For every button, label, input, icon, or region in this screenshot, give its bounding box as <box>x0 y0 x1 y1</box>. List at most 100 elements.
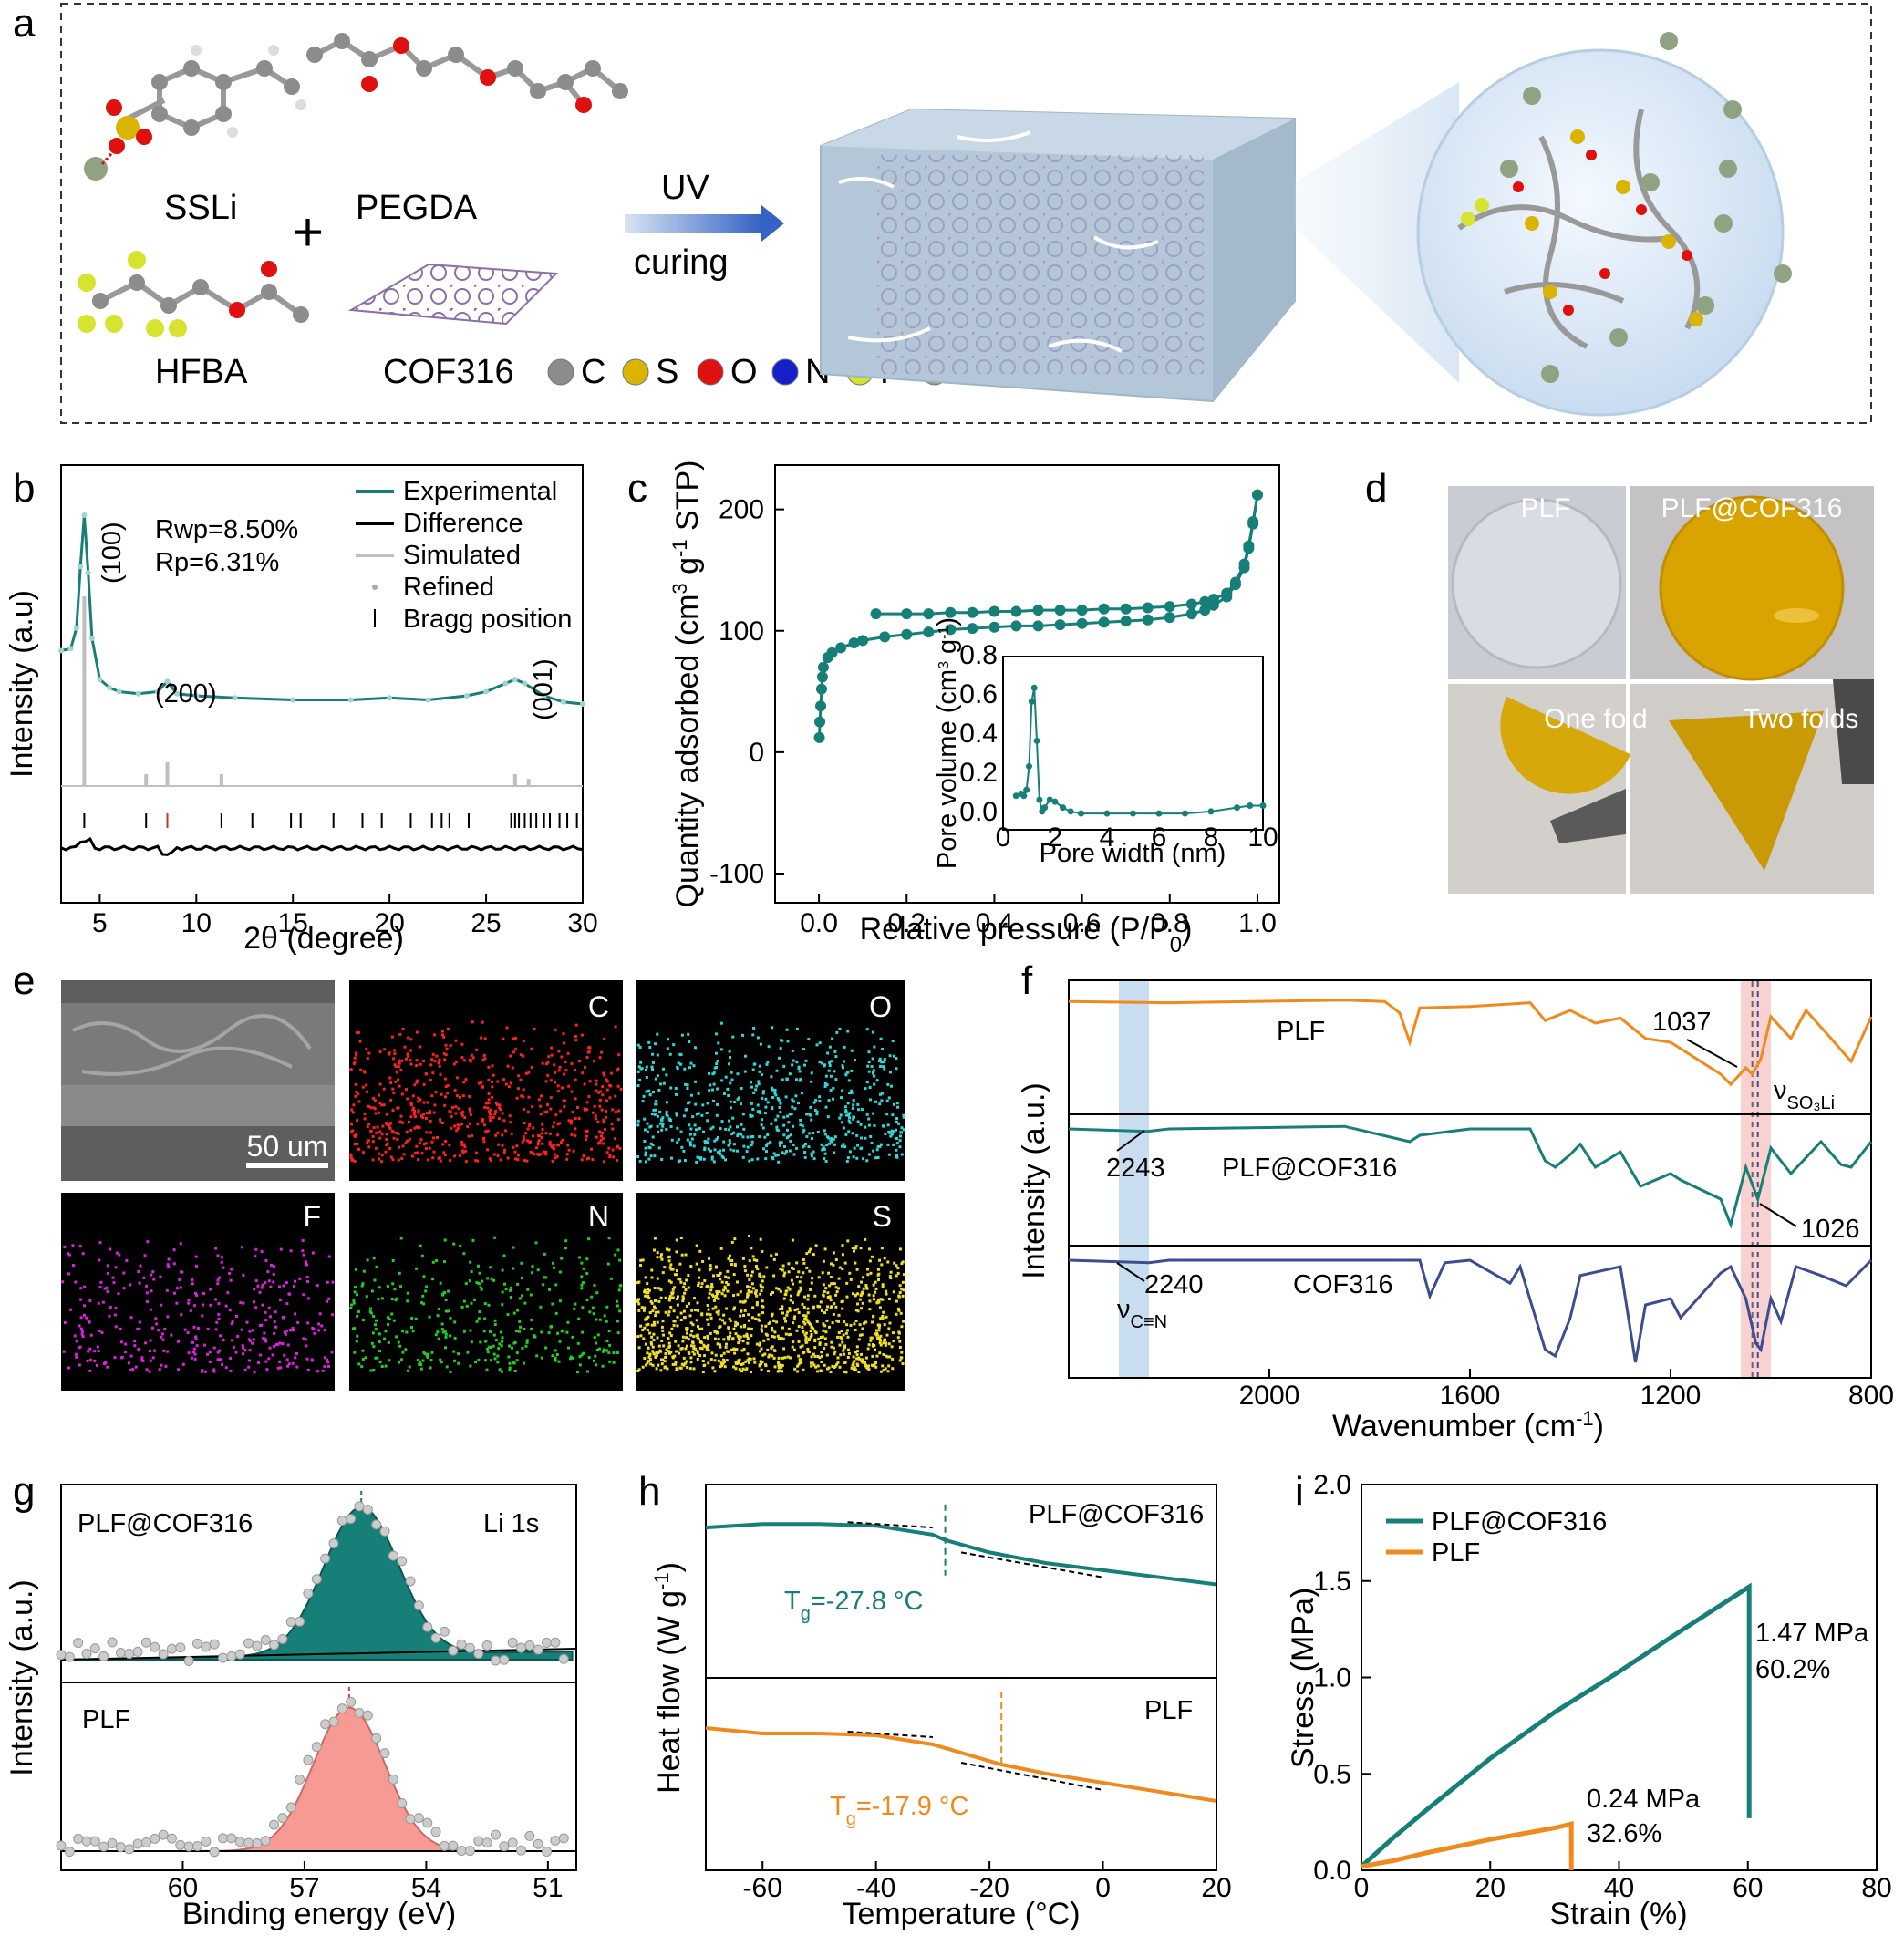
map-f-dot <box>83 1304 87 1308</box>
stress-ann-1-strain: 60.2% <box>1755 1655 1830 1684</box>
map-s-dot <box>685 1329 688 1332</box>
map-n-dot <box>375 1265 378 1268</box>
stress-legend-plf-cof316: PLF@COF316 <box>1432 1507 1607 1537</box>
map-f-dot <box>206 1352 209 1356</box>
map-o-dot <box>719 1021 723 1025</box>
map-n-dot <box>477 1358 481 1361</box>
map-o-dot <box>810 1152 813 1155</box>
map-c-dot <box>567 1084 571 1088</box>
map-c-dot <box>378 1102 382 1105</box>
map-s-dot <box>875 1333 879 1337</box>
map-n-dot <box>361 1349 365 1352</box>
map-n-dot <box>515 1351 519 1355</box>
map-s-dot <box>838 1343 842 1347</box>
map-s-dot <box>652 1351 656 1355</box>
map-s-dot <box>867 1293 871 1297</box>
map-n-dot <box>574 1302 577 1306</box>
map-s-dot <box>824 1342 828 1346</box>
map-s-dot <box>669 1305 673 1309</box>
map-f-dot <box>100 1330 104 1334</box>
panel-h-letter: h <box>638 1469 660 1514</box>
map-s-dot <box>719 1271 722 1275</box>
map-s-dot <box>847 1348 850 1351</box>
map-s-dot <box>833 1365 837 1368</box>
map-c-dot <box>544 1153 548 1156</box>
map-n-dot <box>485 1368 489 1371</box>
map-s-dot <box>736 1322 739 1326</box>
map-s-dot <box>692 1367 696 1371</box>
map-n-dot <box>581 1281 585 1285</box>
ir-ann-2243-arrow <box>1116 1130 1145 1152</box>
map-n-dot <box>452 1242 456 1246</box>
map-s-dot <box>745 1334 749 1338</box>
map-o-dot <box>639 1067 643 1071</box>
map-n-dot <box>406 1369 409 1372</box>
map-s-dot <box>847 1351 851 1355</box>
map-s-dot <box>857 1371 861 1373</box>
map-c-dot <box>430 1058 434 1061</box>
map-c-dot <box>444 1077 447 1081</box>
map-c-dot <box>601 1085 605 1089</box>
map-c-dot <box>443 1154 447 1157</box>
map-n-dot <box>573 1307 576 1310</box>
map-c-dot <box>407 1036 410 1040</box>
map-n-dot <box>516 1309 520 1312</box>
map-o-dot <box>832 1138 835 1142</box>
band-cn <box>1119 981 1149 1377</box>
map-s-dot <box>890 1345 894 1349</box>
map-s-dot <box>874 1280 877 1284</box>
map-s-dot <box>667 1299 671 1302</box>
map-o-dot <box>740 1102 742 1106</box>
map-s-dot <box>728 1254 731 1257</box>
map-c-dot <box>528 1124 532 1128</box>
map-s-dot <box>719 1343 721 1347</box>
panel-g-frame <box>60 1484 577 1871</box>
map-o-dot <box>644 1128 647 1132</box>
y-tick-label: 1.5 <box>1313 1567 1351 1597</box>
map-s-dot <box>750 1290 753 1294</box>
map-s-dot <box>765 1266 769 1269</box>
map-o-dot <box>812 1150 815 1154</box>
map-n-dot <box>478 1310 481 1313</box>
map-s-dot <box>788 1288 792 1291</box>
map-s-dot <box>799 1286 802 1289</box>
map-o-dot <box>756 1103 760 1107</box>
map-s-dot <box>832 1263 835 1267</box>
map-c-dot <box>367 1051 371 1055</box>
x-tick-label: 60 <box>168 1873 198 1903</box>
map-s-dot <box>696 1350 699 1353</box>
map-s-dot <box>743 1265 747 1268</box>
map-s-dot <box>856 1350 859 1353</box>
panel-e: e 50 um C O F N S <box>13 958 905 1391</box>
point-desorption <box>870 608 882 620</box>
map-c-dot <box>600 1134 603 1138</box>
map-o-dot <box>823 1085 827 1088</box>
map-s-dot <box>709 1288 713 1292</box>
map-o-dot <box>895 1102 899 1105</box>
map-o-dot <box>854 1059 856 1062</box>
map-o-dot <box>873 1045 876 1049</box>
map-f-dot <box>88 1347 92 1351</box>
map-n-dot <box>469 1364 472 1368</box>
element-legend-dot-c <box>547 358 574 386</box>
map-n-dot <box>493 1319 497 1322</box>
map-n-dot <box>462 1252 466 1256</box>
map-o-dot <box>652 1091 655 1093</box>
map-n-dot <box>444 1299 448 1301</box>
map-n-dot <box>616 1304 619 1308</box>
map-c-dot <box>516 1158 520 1161</box>
map-o-dot <box>757 1082 761 1086</box>
map-s-dot <box>660 1340 664 1342</box>
map-f-dot <box>222 1266 225 1269</box>
map-c-dot <box>585 1108 589 1112</box>
map-s-dot <box>639 1324 643 1328</box>
map-o-dot <box>645 1069 647 1071</box>
map-c-dot <box>444 1043 448 1047</box>
map-o-dot <box>868 1098 872 1102</box>
refined-point <box>502 680 509 687</box>
map-f-dot <box>71 1244 75 1247</box>
map-f-dot <box>149 1350 151 1352</box>
map-o-dot <box>753 1062 757 1066</box>
map-c-dot <box>593 1060 595 1063</box>
map-n-dot <box>399 1237 403 1240</box>
